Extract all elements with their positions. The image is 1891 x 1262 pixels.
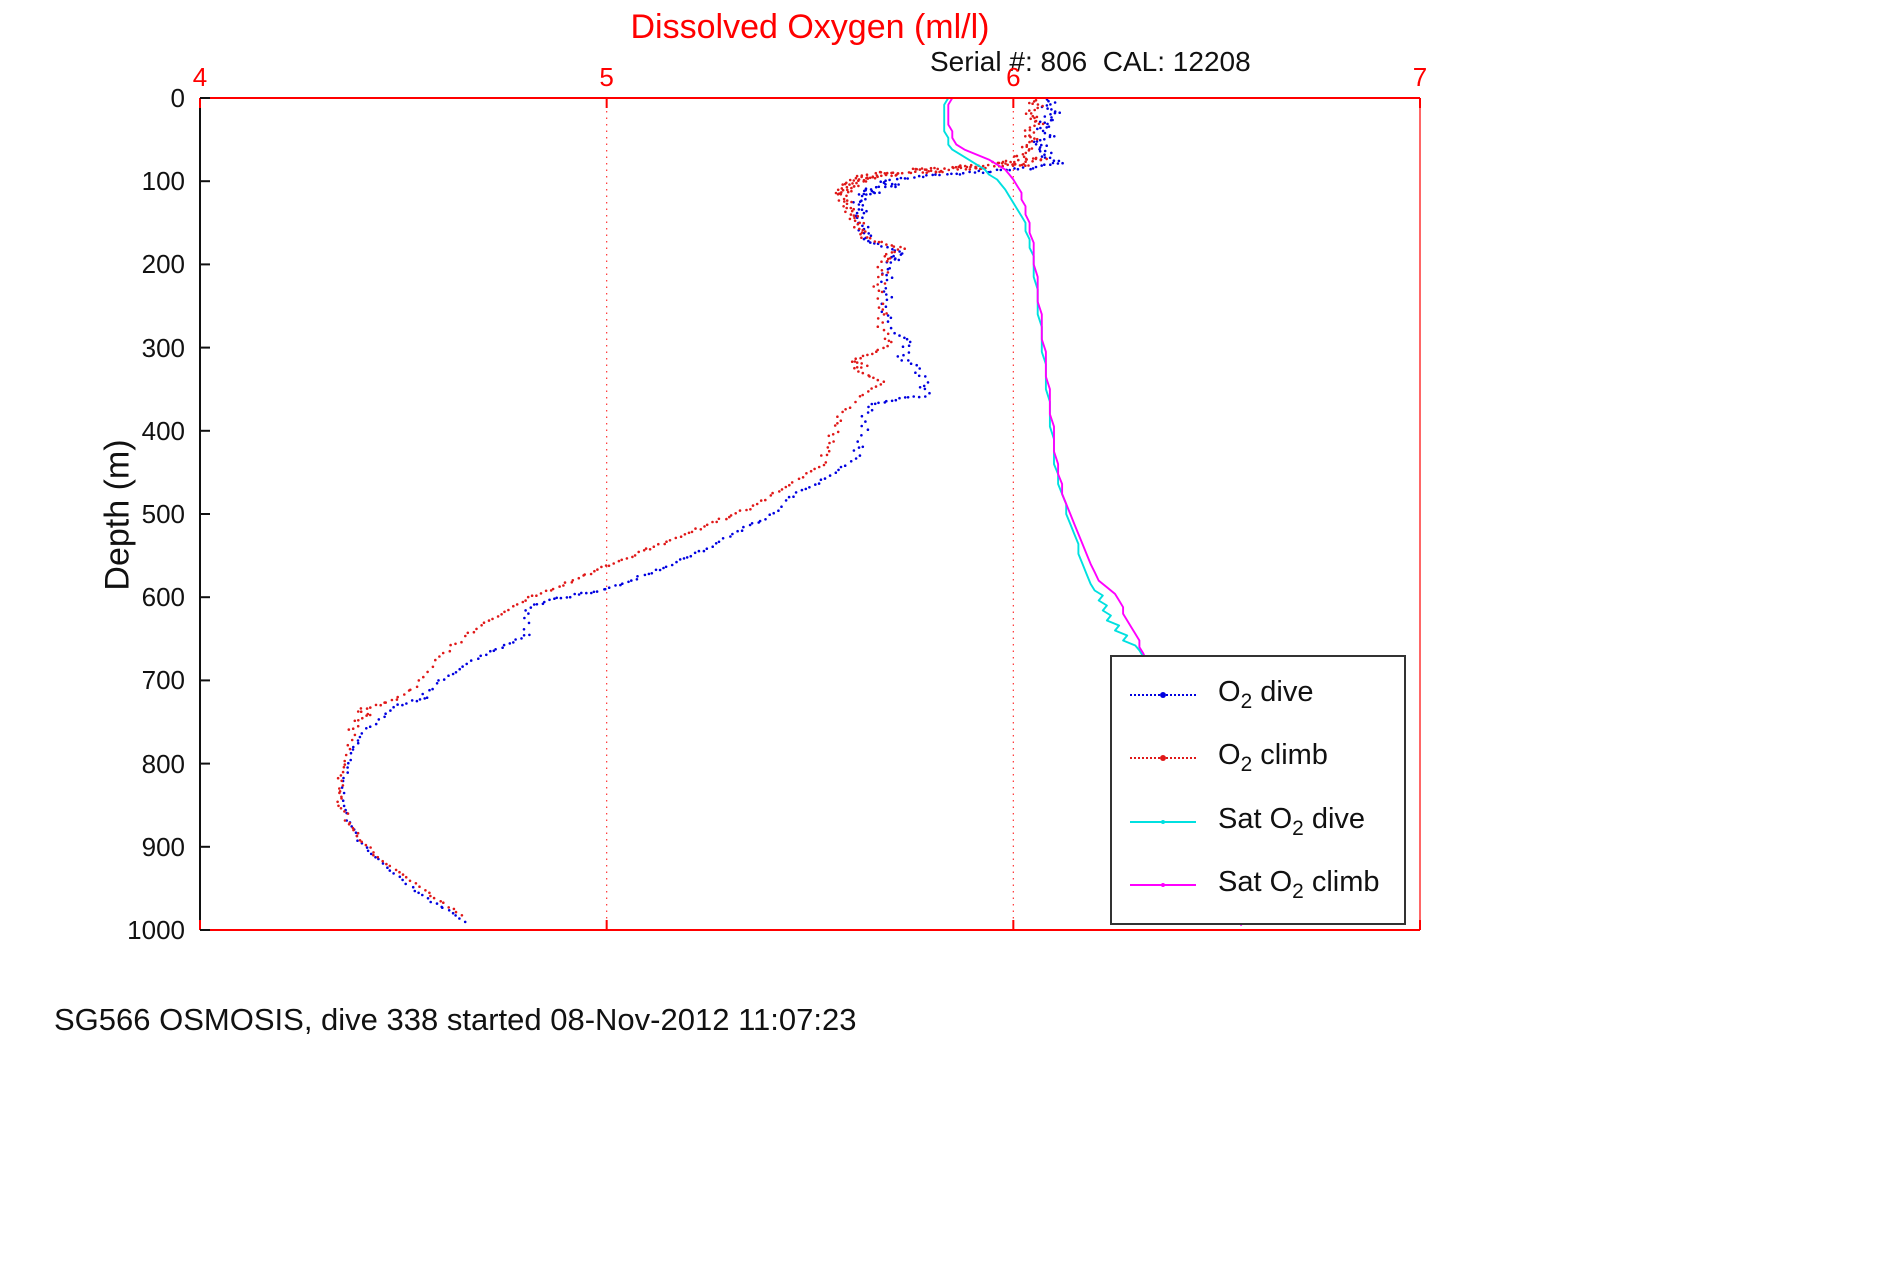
x-tick-label: 7 — [1412, 62, 1428, 92]
y-tick-label: 1000 — [127, 915, 185, 945]
figure-caption: SG566 OSMOSIS, dive 338 started 08-Nov-2… — [54, 1002, 857, 1037]
legend-item: O2 climb — [1112, 739, 1404, 777]
legend-item: Sat O2 dive — [1112, 803, 1404, 841]
legend-marker-dot — [1161, 883, 1165, 888]
y-tick-label: 100 — [141, 166, 185, 197]
serial-annotation: Serial #: 806 CAL: 12208 — [930, 46, 1251, 77]
legend-item: Sat O2 climb — [1112, 866, 1404, 904]
x-tick-label: 4 — [192, 62, 208, 92]
legend-marker-dot — [1160, 691, 1166, 698]
y-tick-label: 400 — [141, 415, 185, 446]
legend-sample-line — [1130, 819, 1196, 824]
legend: O2 dive O2 climb Sat O2 dive Sat O2 clim… — [1110, 655, 1406, 925]
legend-sample-line — [1130, 883, 1196, 888]
y-tick-label: 900 — [141, 831, 185, 862]
x-tick-label: 5 — [599, 62, 614, 92]
legend-item-label: Sat O2 dive — [1218, 802, 1366, 840]
y-tick-label: 0 — [170, 83, 185, 113]
legend-marker-dot — [1161, 819, 1165, 824]
legend-sample-line — [1130, 691, 1196, 698]
y-tick-label: 600 — [141, 582, 185, 613]
y-tick-label: 300 — [141, 332, 185, 363]
legend-marker-dot — [1160, 755, 1166, 762]
y-tick-label: 500 — [141, 499, 185, 529]
plot-svg — [199, 97, 1421, 931]
legend-sample-line — [1130, 755, 1196, 762]
y-tick-label: 700 — [141, 665, 185, 696]
y-tick-label: 800 — [141, 748, 185, 779]
chart-title: Dissolved Oxygen (ml/l) — [630, 8, 990, 46]
legend-item-label: Sat O2 climb — [1218, 866, 1380, 904]
legend-item: O2 dive — [1112, 676, 1404, 714]
legend-item-label: O2 dive — [1218, 675, 1314, 713]
plot-area — [199, 97, 1421, 931]
legend-item-label: O2 climb — [1218, 739, 1328, 777]
y-tick-label: 200 — [141, 249, 185, 280]
x-tick-label: 6 — [1006, 62, 1021, 92]
